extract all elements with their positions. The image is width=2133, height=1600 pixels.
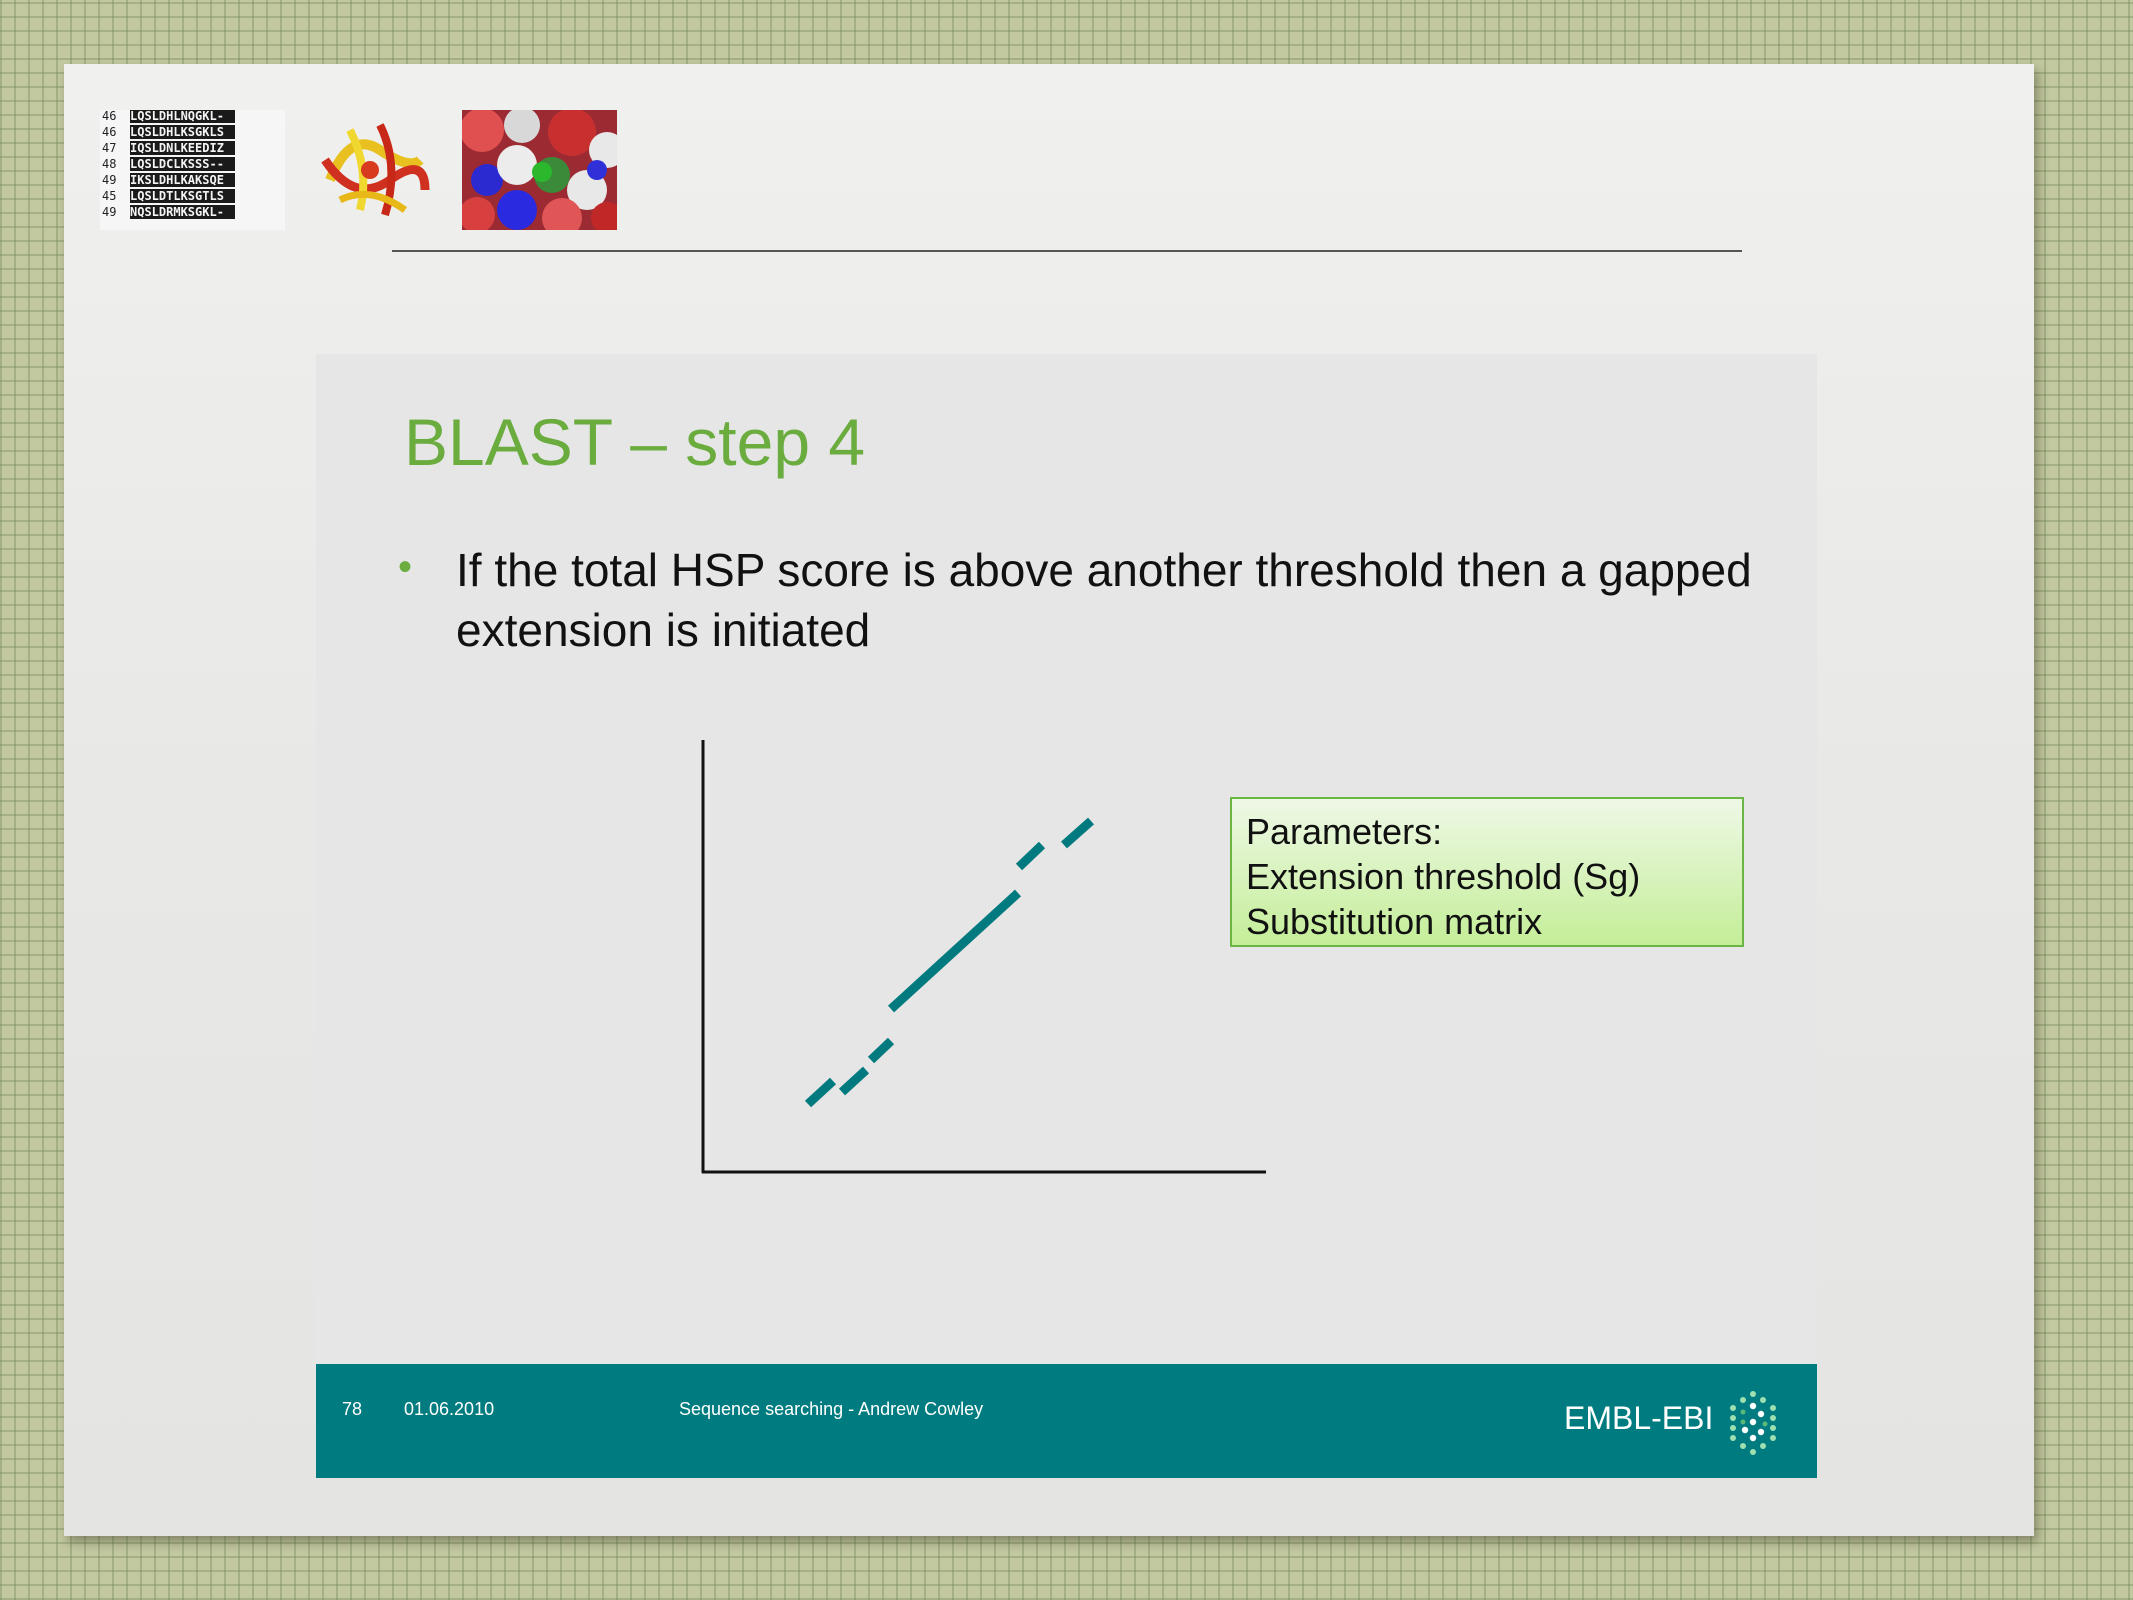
alignment-row-number: 47: [102, 141, 116, 155]
alignment-row: 46 LQSLDHLKSGKLS: [102, 125, 235, 139]
hsp-segment: [887, 889, 1022, 1013]
hsp-extension-diagram: [701, 740, 1266, 1174]
alignment-row: 49 IKSLDHLKAKSQE: [102, 173, 235, 187]
parameters-box: Parameters: Extension threshold (Sg) Sub…: [1230, 797, 1744, 947]
molecular-surface-graphic: [462, 110, 617, 230]
parameter-item: Substitution matrix: [1246, 901, 1543, 942]
alignment-row: 47 IQSLDNLKEEDIZ: [102, 141, 235, 155]
alignment-row: 45 LQSLDTLKSGTLS: [102, 189, 235, 203]
embl-ebi-logo-icon: [1730, 1391, 1776, 1455]
sequence-alignment-image: 46 LQSLDHLNQGKL- 46 LQSLDHLKSGKLS 47 IQSLDNLK…: [100, 109, 285, 230]
sequence-alignment-graphic: 46 LQSLDHLNQGKL- 46 LQSLDHLKSGKLS 47 IQSLDNLK…: [102, 109, 235, 219]
alignment-row-number: 48: [102, 157, 116, 171]
page-number: 78: [342, 1399, 363, 1419]
protein-ribbon-graphic: [321, 123, 430, 217]
alignment-row-number: 45: [102, 189, 116, 203]
footer-date: 01.06.2010: [404, 1399, 495, 1419]
molecular-surface-image: [462, 110, 617, 230]
alignment-row: 48 LQSLDCLKSSS--: [102, 157, 235, 171]
footer-credit: Sequence searching - Andrew Cowley: [679, 1399, 984, 1419]
alignment-row-number: 46: [102, 125, 116, 139]
embl-ebi-logo-text: EMBL-EBI: [1564, 1400, 1714, 1436]
alignment-row-number: 49: [102, 173, 116, 187]
parameters-heading: Parameters:: [1246, 811, 1443, 852]
gapped-extension-segment: [1061, 817, 1094, 849]
bullet-icon: •: [398, 545, 413, 589]
alignment-row-number: 46: [102, 110, 116, 123]
alignment-row-sequence: IQSLDNLKEEDIZ: [130, 141, 224, 155]
alignment-row: 49 NQSLDRMKSGKL-: [102, 205, 235, 219]
protein-structure-image: [310, 110, 435, 230]
gapped-extension-segment: [867, 1037, 895, 1064]
gapped-extension-segment: [838, 1066, 870, 1096]
gapped-extension-segment: [1015, 841, 1046, 871]
alignment-row-sequence: LQSLDHLKSGKLS: [130, 125, 224, 139]
alignment-row-sequence: LQSLDHLNQGKL-: [130, 110, 224, 123]
bullet-text: If the total HSP score is above another …: [456, 544, 1752, 656]
alignment-row-number: 49: [102, 205, 116, 219]
footer-bar: 78 01.06.2010 Sequence searching - Andre…: [316, 1364, 1817, 1478]
slide-title: BLAST – step 4: [404, 405, 866, 479]
alignment-row: 46 LQSLDHLNQGKL-: [102, 109, 235, 123]
parameter-item: Extension threshold (Sg): [1246, 856, 1641, 897]
alignment-row-sequence: NQSLDRMKSGKL-: [130, 205, 224, 219]
alignment-row-sequence: IKSLDHLKAKSQE: [130, 173, 224, 187]
alignment-row-sequence: LQSLDCLKSSS--: [130, 157, 224, 171]
gapped-extension-segment: [804, 1077, 837, 1108]
header-divider: [392, 250, 1742, 252]
alignment-row-sequence: LQSLDTLKSGTLS: [130, 189, 224, 203]
